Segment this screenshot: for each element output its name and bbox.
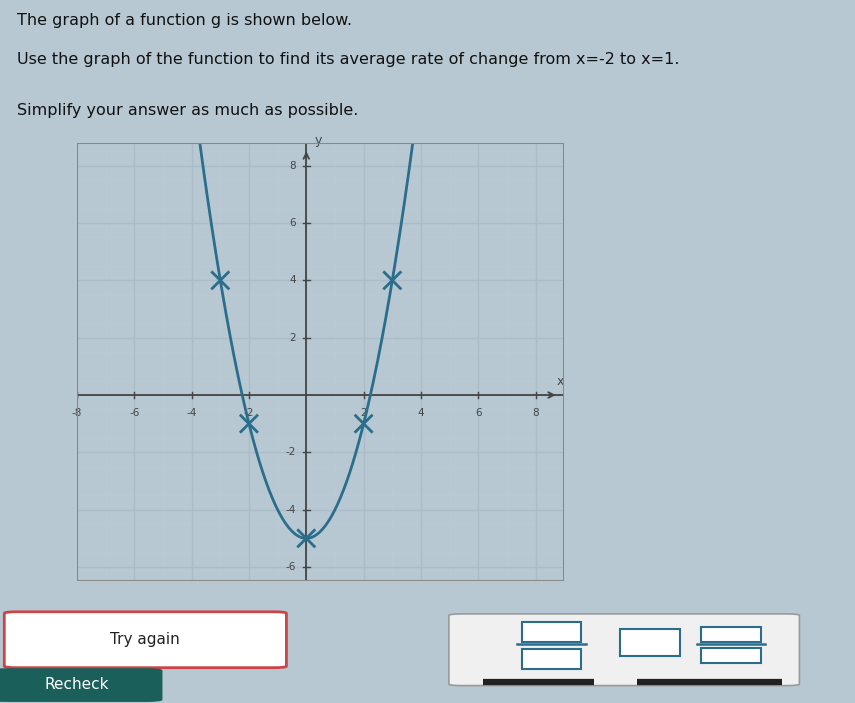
FancyBboxPatch shape bbox=[701, 626, 761, 643]
Text: -6: -6 bbox=[286, 562, 296, 572]
FancyBboxPatch shape bbox=[620, 628, 680, 656]
Text: 4: 4 bbox=[290, 276, 296, 285]
Text: x: x bbox=[557, 375, 563, 388]
Text: Use the graph of the function to find its average rate of change from x=-2 to x=: Use the graph of the function to find it… bbox=[17, 52, 680, 67]
FancyBboxPatch shape bbox=[522, 622, 581, 643]
Text: Recheck: Recheck bbox=[44, 677, 109, 692]
Text: 2: 2 bbox=[360, 408, 367, 418]
Text: 6: 6 bbox=[475, 408, 481, 418]
Text: -2: -2 bbox=[244, 408, 254, 418]
FancyBboxPatch shape bbox=[0, 668, 162, 702]
Polygon shape bbox=[60, 666, 111, 680]
FancyBboxPatch shape bbox=[701, 647, 761, 664]
Text: 8: 8 bbox=[290, 161, 296, 171]
Text: 4: 4 bbox=[417, 408, 424, 418]
FancyBboxPatch shape bbox=[4, 612, 286, 668]
FancyBboxPatch shape bbox=[522, 649, 581, 669]
Text: -4: -4 bbox=[286, 505, 296, 515]
Text: -4: -4 bbox=[186, 408, 197, 418]
Text: Try again: Try again bbox=[110, 632, 180, 647]
Text: 2: 2 bbox=[290, 333, 296, 342]
Text: 8: 8 bbox=[533, 408, 539, 418]
Text: Simplify your answer as much as possible.: Simplify your answer as much as possible… bbox=[17, 103, 358, 117]
Text: The graph of a function g is shown below.: The graph of a function g is shown below… bbox=[17, 13, 352, 27]
Text: -8: -8 bbox=[72, 408, 82, 418]
Text: -6: -6 bbox=[129, 408, 139, 418]
FancyBboxPatch shape bbox=[449, 614, 799, 685]
Text: y: y bbox=[315, 134, 322, 147]
Text: 6: 6 bbox=[290, 218, 296, 228]
Text: -2: -2 bbox=[286, 447, 296, 458]
